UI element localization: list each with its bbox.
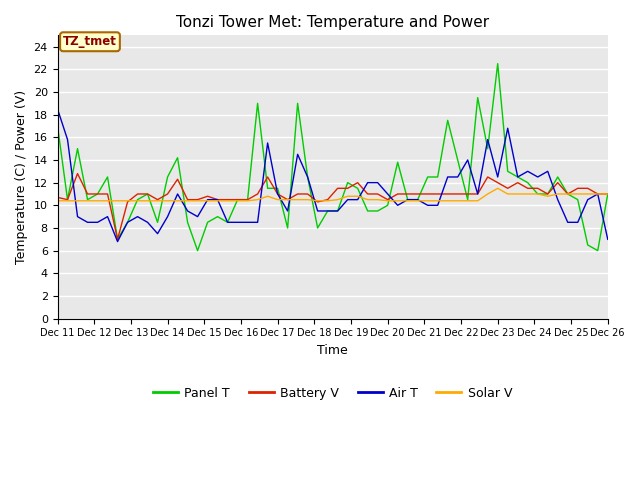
Line: Battery V: Battery V [58,174,608,240]
Panel T [404,197,412,203]
Y-axis label: Temperature (C) / Power (V): Temperature (C) / Power (V) [15,90,28,264]
Solar V [64,198,72,204]
Battery V [54,194,61,200]
Panel T [424,174,431,180]
Solar V [364,197,371,203]
Panel T [264,185,271,191]
Air T [64,137,72,143]
Battery V [384,197,392,203]
Battery V [74,171,81,177]
Solar V [254,197,262,203]
Panel T [374,208,381,214]
Battery V [494,180,502,186]
Air T [484,137,492,143]
Air T [54,106,61,112]
Panel T [484,146,492,152]
Air T [264,140,271,146]
Battery V [114,237,122,242]
Air T [114,239,122,244]
Panel T [604,191,612,197]
Panel T [64,197,72,203]
Title: Tonzi Tower Met: Temperature and Power: Tonzi Tower Met: Temperature and Power [176,15,489,30]
X-axis label: Time: Time [317,344,348,357]
Solar V [474,198,481,204]
Battery V [604,191,612,197]
Battery V [64,197,72,203]
Air T [404,197,412,203]
Battery V [274,191,282,197]
Line: Panel T: Panel T [58,64,608,251]
Line: Air T: Air T [58,109,608,241]
Battery V [414,191,422,197]
Legend: Panel T, Battery V, Air T, Solar V: Panel T, Battery V, Air T, Solar V [148,382,517,405]
Air T [604,237,612,242]
Solar V [414,198,422,204]
Battery V [434,191,442,197]
Solar V [394,198,401,204]
Air T [424,203,431,208]
Panel T [194,248,202,253]
Solar V [604,191,612,197]
Air T [374,180,381,186]
Solar V [494,185,502,191]
Panel T [54,123,61,129]
Text: TZ_tmet: TZ_tmet [63,35,117,48]
Solar V [54,198,61,204]
Line: Solar V: Solar V [58,188,608,201]
Panel T [494,61,502,67]
